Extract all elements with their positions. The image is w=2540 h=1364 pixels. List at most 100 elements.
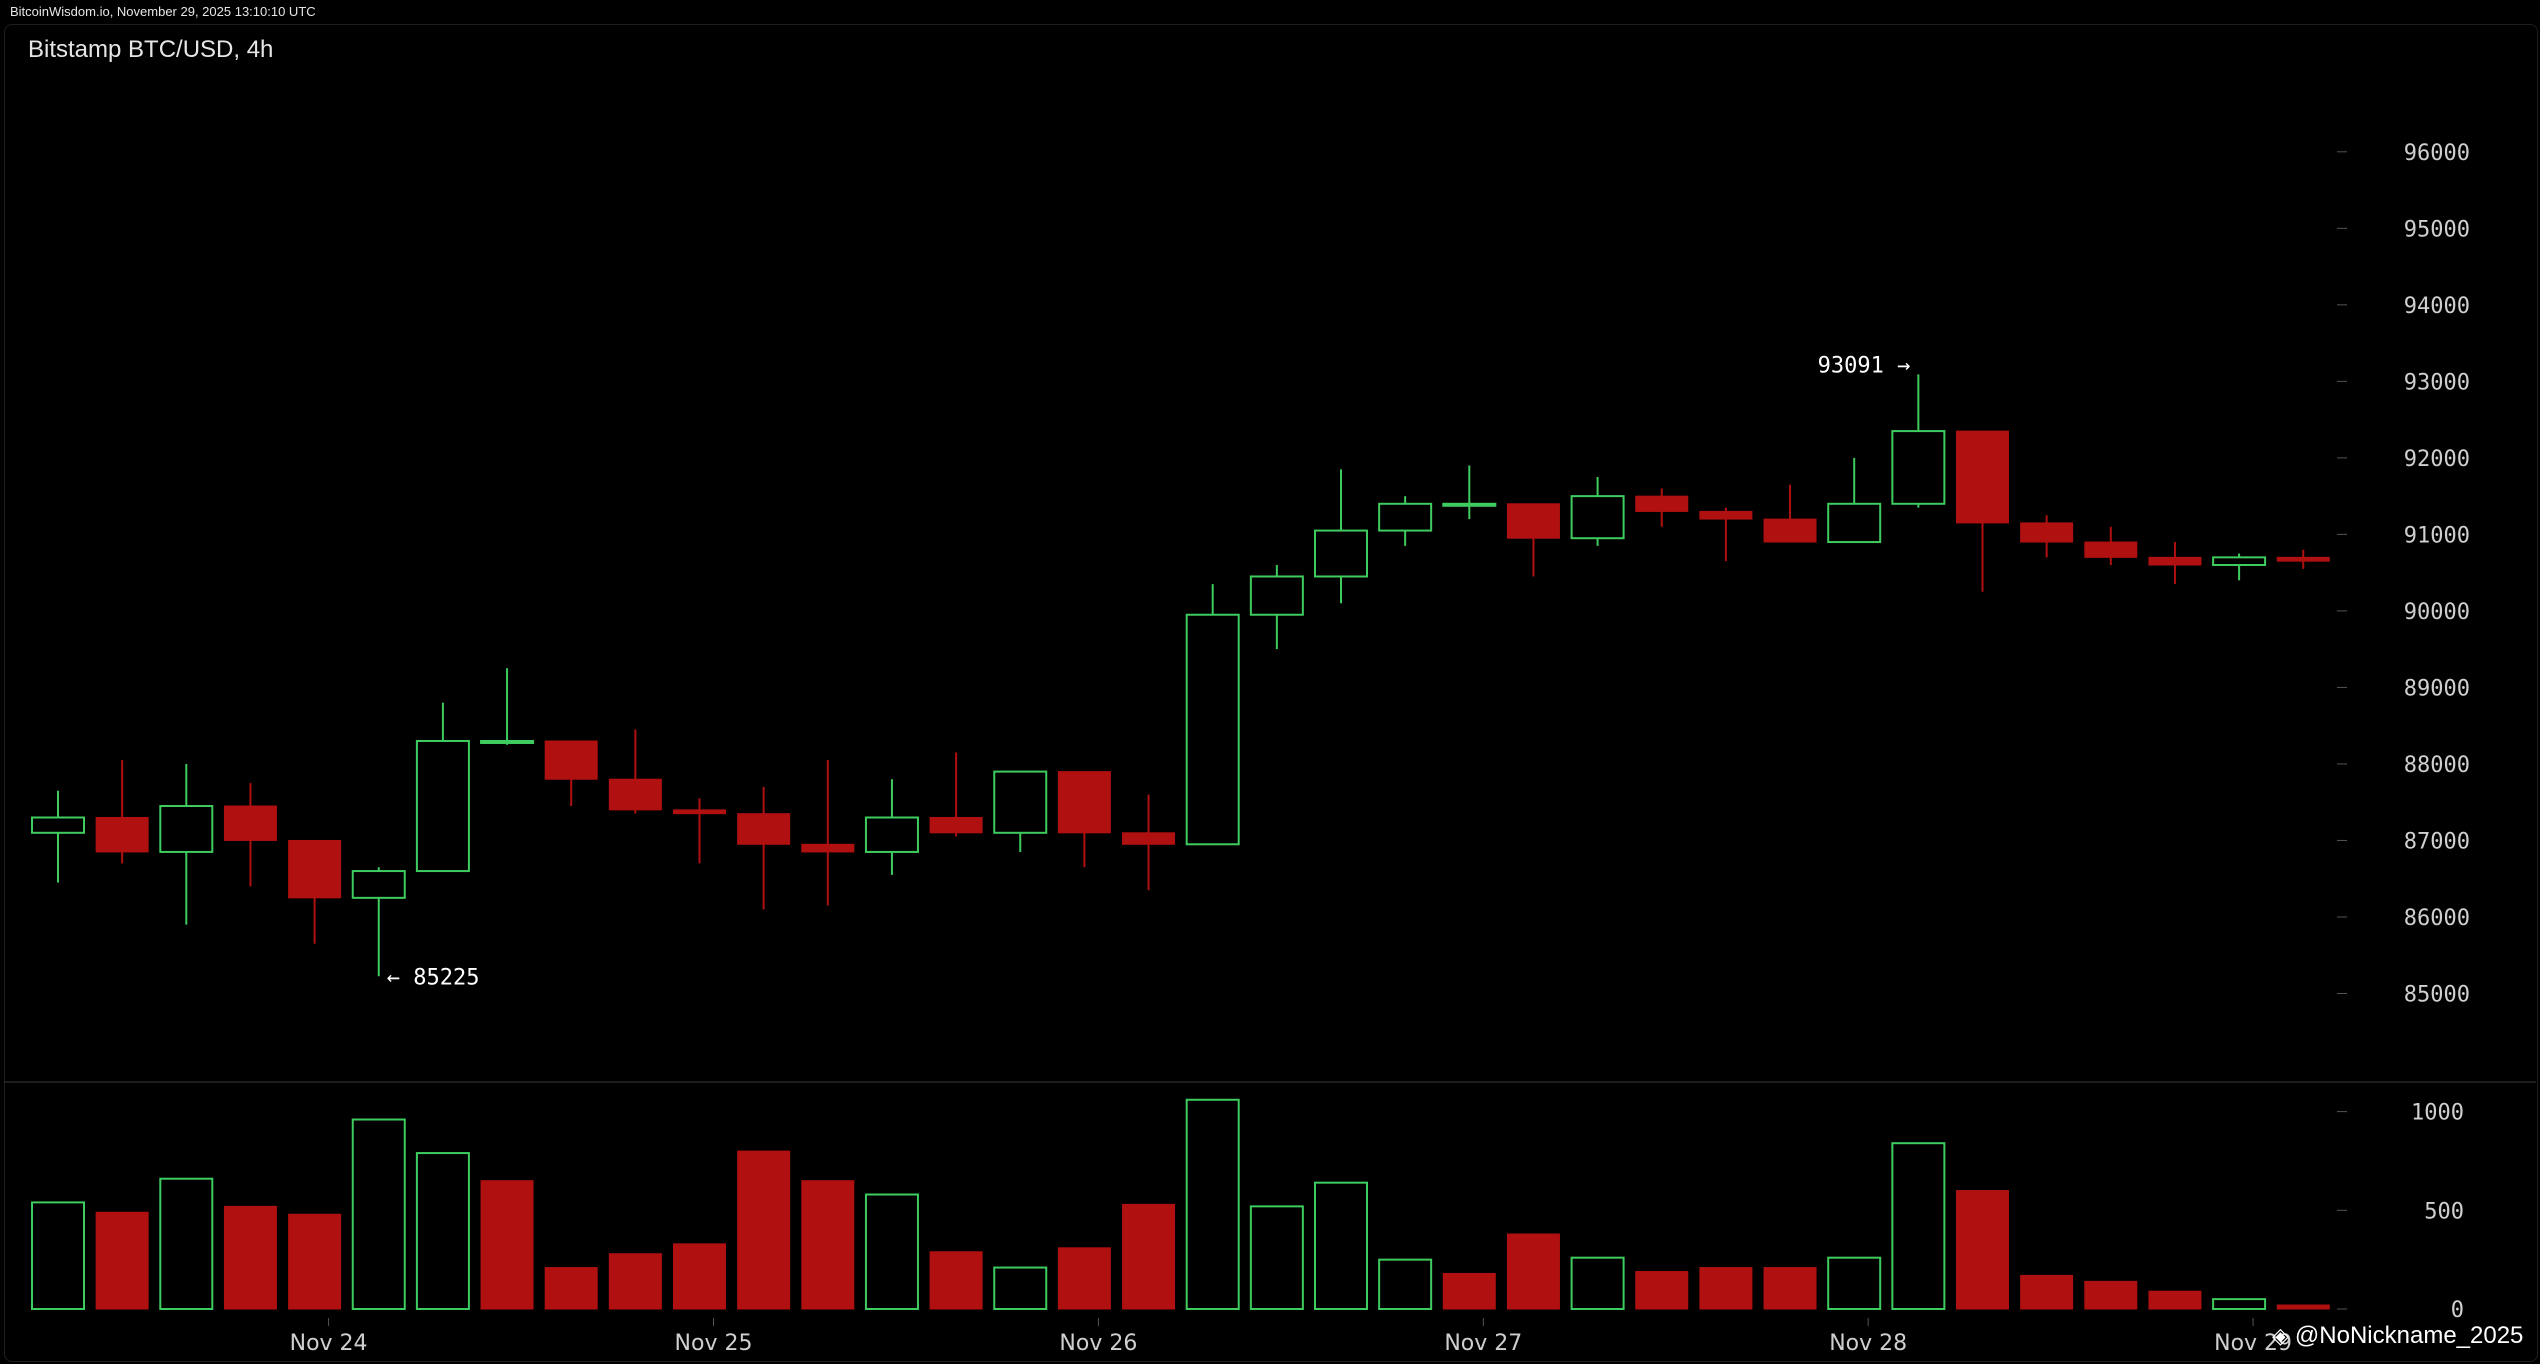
candle-body-down xyxy=(737,813,791,845)
candle-body-up xyxy=(1891,430,1946,505)
price-tick-label: 90000 xyxy=(2404,600,2470,625)
volume-bar-down xyxy=(2084,1280,2138,1310)
candle-body-down xyxy=(1763,518,1817,543)
volume-bar-up xyxy=(2212,1298,2267,1311)
candle-body-down xyxy=(801,843,855,853)
candle-body-down xyxy=(608,778,662,811)
candle-body-up xyxy=(480,739,535,744)
volume-bar-down xyxy=(1956,1190,2009,1310)
candle-body-down xyxy=(929,817,983,834)
candle-body-up xyxy=(993,770,1048,834)
time-tick-label: Nov 27 xyxy=(1444,1331,1522,1356)
candle-body-down xyxy=(673,809,726,815)
price-tick-label: 89000 xyxy=(2404,676,2470,701)
volume-bar-up xyxy=(415,1152,470,1311)
price-annotation: 93091 → xyxy=(1818,353,1911,378)
candle-body-up xyxy=(1378,502,1433,532)
volume-bar-down xyxy=(223,1205,277,1310)
source-timestamp: BitcoinWisdom.io, November 29, 2025 13:1… xyxy=(10,4,316,19)
volume-bar-down xyxy=(288,1213,342,1310)
volume-bar-up xyxy=(31,1201,85,1310)
volume-tick-label: 500 xyxy=(2424,1199,2464,1224)
price-tick-label: 88000 xyxy=(2404,753,2470,778)
candlestick-series xyxy=(31,374,2330,977)
time-tick-label: Nov 25 xyxy=(675,1331,753,1356)
candle-body-up xyxy=(1185,613,1240,846)
volume-bar-up xyxy=(1891,1142,1946,1310)
candle-body-down xyxy=(288,839,342,899)
volume-bar-down xyxy=(95,1211,149,1310)
volume-bar-down xyxy=(801,1180,855,1310)
volume-bar-down xyxy=(1506,1233,1560,1310)
volume-bar-down xyxy=(2276,1304,2330,1310)
volume-bar-up xyxy=(1378,1258,1433,1311)
volume-bar-up xyxy=(1570,1256,1625,1310)
volume-bar-down xyxy=(608,1253,662,1310)
time-tick-label: Nov 28 xyxy=(1829,1331,1907,1356)
volume-bar-up xyxy=(159,1177,214,1310)
time-axis: Nov 24 Nov 25 Nov 26 Nov 27 Nov 28 Nov 29 xyxy=(290,1318,2292,1356)
candle-body-down xyxy=(223,805,277,841)
candle-body-down xyxy=(2084,541,2138,558)
chart-panel xyxy=(4,24,2538,1362)
price-tick-label: 91000 xyxy=(2404,523,2470,548)
volume-series xyxy=(31,1098,2330,1311)
candle-body-up xyxy=(2212,556,2267,567)
candle-body-down xyxy=(544,740,598,780)
price-tick-label: 96000 xyxy=(2404,141,2470,166)
volume-bar-down xyxy=(1122,1203,1176,1310)
candle-body-up xyxy=(864,816,919,853)
watermark-text: @NoNickname_2025 xyxy=(2294,1322,2524,1349)
price-tick-label: 92000 xyxy=(2404,447,2470,472)
candle-body-down xyxy=(2276,556,2330,562)
binance-square-icon: ◈ xyxy=(2272,1323,2289,1348)
volume-bar-down xyxy=(1057,1247,1111,1310)
price-tick-label: 94000 xyxy=(2404,294,2470,319)
candle-body-up xyxy=(159,805,214,853)
volume-bar-down xyxy=(1442,1272,1496,1310)
volume-bar-down xyxy=(480,1180,534,1310)
candle-body-up xyxy=(415,739,470,873)
candle-body-up xyxy=(1314,529,1368,578)
volume-bar-down xyxy=(1699,1267,1753,1310)
price-tick-label: 86000 xyxy=(2404,906,2470,931)
volume-bar-up xyxy=(351,1118,406,1311)
price-axis: 85000 86000 87000 88000 89000 90000 91000 92000… xyxy=(2337,141,2470,1007)
candle-body-up xyxy=(31,816,85,834)
price-tick-label: 85000 xyxy=(2404,982,2470,1007)
volume-tick-label: 1000 xyxy=(2411,1101,2464,1126)
price-annotations: ← 85225 93091 → xyxy=(387,353,1911,990)
watermark: ◈ @NoNickname_2025 xyxy=(2272,1322,2523,1350)
volume-bar-up xyxy=(864,1193,919,1311)
top-bar: BitcoinWisdom.io, November 29, 2025 13:1… xyxy=(0,0,2540,24)
candle-body-down xyxy=(1956,430,2009,524)
volume-bar-down xyxy=(2148,1290,2202,1310)
candle-body-up xyxy=(351,870,406,899)
price-annotation: ← 85225 xyxy=(387,965,480,990)
candle-body-down xyxy=(1699,510,1753,520)
volume-bar-down xyxy=(673,1243,726,1310)
candle-body-down xyxy=(2148,556,2202,566)
time-tick-label: Nov 24 xyxy=(290,1331,368,1356)
volume-bar-down xyxy=(2020,1274,2074,1310)
price-tick-label: 93000 xyxy=(2404,370,2470,395)
volume-bar-up xyxy=(1185,1098,1240,1311)
volume-bar-down xyxy=(929,1251,983,1310)
candle-body-down xyxy=(1122,832,1176,845)
time-tick-label: Nov 29 xyxy=(2214,1331,2292,1356)
volume-bar-down xyxy=(1635,1270,1689,1310)
candle-body-down xyxy=(2020,522,2074,543)
candle-body-down xyxy=(1057,771,1111,834)
chart-title: Bitstamp BTC/USD, 4h xyxy=(28,36,274,63)
volume-bar-down xyxy=(544,1267,598,1310)
candle-body-down xyxy=(1506,503,1560,539)
candle-body-down xyxy=(1635,495,1689,512)
volume-axis: 0 500 1000 xyxy=(2337,1101,2464,1323)
volume-bar-up xyxy=(993,1266,1048,1311)
volume-tick-label: 0 xyxy=(2451,1298,2464,1323)
volume-bar-up xyxy=(1249,1205,1304,1311)
candle-body-down xyxy=(95,817,149,853)
candle-body-up xyxy=(1570,495,1625,540)
candle-body-up xyxy=(1249,575,1304,616)
